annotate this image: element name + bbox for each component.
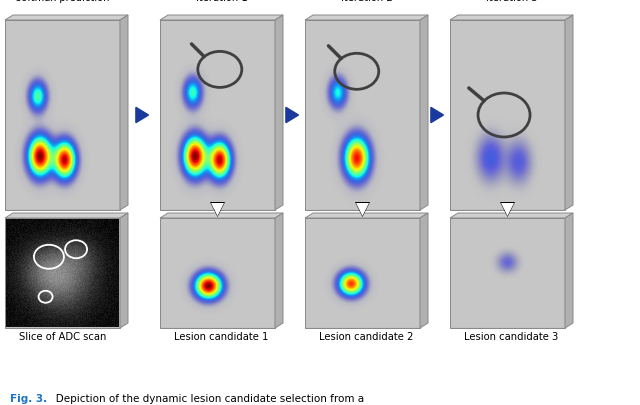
Bar bbox=[160, 20, 275, 210]
Text: Depiction of the dynamic lesion candidate selection from a
voxel-level predictio: Depiction of the dynamic lesion candidat… bbox=[46, 394, 426, 405]
Polygon shape bbox=[136, 107, 148, 123]
Polygon shape bbox=[565, 213, 573, 328]
Polygon shape bbox=[450, 213, 573, 218]
Polygon shape bbox=[305, 15, 428, 20]
Text: Iteration 3: Iteration 3 bbox=[486, 0, 538, 3]
Bar bbox=[450, 218, 565, 328]
Polygon shape bbox=[211, 203, 224, 216]
Polygon shape bbox=[565, 15, 573, 210]
Polygon shape bbox=[420, 15, 428, 210]
Text: Iteration 1: Iteration 1 bbox=[196, 0, 248, 3]
Bar bbox=[5, 218, 120, 328]
Polygon shape bbox=[160, 15, 283, 20]
Polygon shape bbox=[500, 202, 515, 217]
Polygon shape bbox=[160, 213, 283, 218]
Polygon shape bbox=[450, 15, 573, 20]
Polygon shape bbox=[120, 15, 128, 210]
Bar bbox=[505, 203, 510, 211]
Polygon shape bbox=[286, 107, 298, 123]
Bar bbox=[160, 218, 275, 328]
Text: Lesion candidate 3: Lesion candidate 3 bbox=[465, 332, 559, 342]
Text: Iteration 2: Iteration 2 bbox=[340, 0, 392, 3]
Polygon shape bbox=[355, 202, 370, 217]
Bar bbox=[305, 218, 420, 328]
Polygon shape bbox=[5, 15, 128, 20]
Bar bbox=[504, 204, 511, 211]
Text: Lesion candidate 2: Lesion candidate 2 bbox=[319, 332, 413, 342]
Text: Fig. 3.: Fig. 3. bbox=[10, 394, 47, 404]
Polygon shape bbox=[431, 107, 444, 123]
Bar bbox=[214, 204, 221, 211]
Polygon shape bbox=[120, 213, 128, 328]
Bar bbox=[450, 20, 565, 210]
Polygon shape bbox=[356, 203, 369, 216]
Bar bbox=[359, 204, 366, 211]
Bar bbox=[5, 20, 120, 210]
Polygon shape bbox=[420, 213, 428, 328]
Bar bbox=[360, 203, 365, 211]
Text: Slice of initial
softmax prediction: Slice of initial softmax prediction bbox=[16, 0, 109, 3]
Polygon shape bbox=[501, 203, 514, 216]
Polygon shape bbox=[5, 213, 128, 218]
Polygon shape bbox=[275, 15, 283, 210]
Polygon shape bbox=[210, 202, 225, 217]
Polygon shape bbox=[275, 213, 283, 328]
Bar bbox=[305, 20, 420, 210]
Bar bbox=[215, 203, 220, 211]
Text: Lesion candidate 1: Lesion candidate 1 bbox=[174, 332, 269, 342]
Text: Slice of ADC scan: Slice of ADC scan bbox=[19, 332, 106, 342]
Polygon shape bbox=[305, 213, 428, 218]
